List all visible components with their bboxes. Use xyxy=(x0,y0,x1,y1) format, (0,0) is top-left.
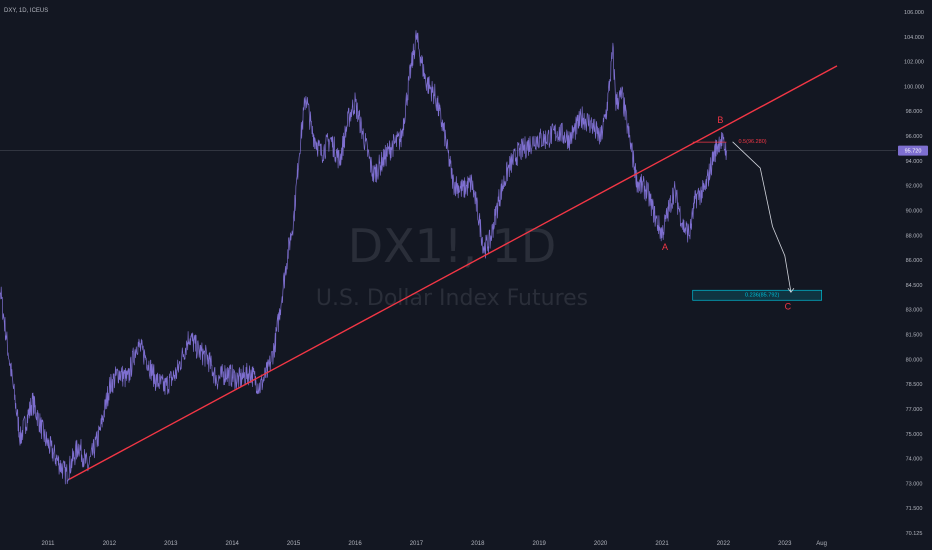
y-tick-label: 92.000 xyxy=(906,184,923,190)
y-tick-label: 96.000 xyxy=(906,134,923,140)
support-trendline[interactable] xyxy=(69,65,838,480)
current-price-label: 95.720 xyxy=(905,149,922,155)
wave-label-c: C xyxy=(785,302,792,312)
fib-target-label: 0.236(85.792) xyxy=(745,292,779,298)
current-price-badge xyxy=(898,145,928,156)
wave-label-a: A xyxy=(662,242,668,252)
y-tick-label: 100.000 xyxy=(904,84,924,90)
y-tick-label: 86.000 xyxy=(906,258,923,264)
x-tick-label: 2022 xyxy=(717,541,731,547)
x-tick-label: 2012 xyxy=(103,541,117,547)
annotation-layer[interactable]: 0.5(96.280) 0.236(85.792) A B C xyxy=(662,115,822,312)
y-tick-label: 94.000 xyxy=(906,159,923,165)
y-tick-label: 102.000 xyxy=(904,60,924,66)
x-tick-label: 2021 xyxy=(655,541,669,547)
y-tick-label: 80.000 xyxy=(906,357,923,363)
x-tick-label: 2020 xyxy=(594,541,608,547)
y-tick-label: 104.000 xyxy=(904,35,924,41)
trendline-layer[interactable] xyxy=(69,65,838,480)
y-axis-tick-labels: 106.000 104.000 102.000 100.000 98.000 96.000… xyxy=(904,10,924,537)
y-tick-label: 84.500 xyxy=(906,283,923,289)
projection-arrowhead xyxy=(787,287,795,293)
x-tick-label: 2023 xyxy=(778,541,792,547)
x-tick-label: 2017 xyxy=(410,541,424,547)
x-tick-label: 2018 xyxy=(471,541,485,547)
y-tick-label: 106.000 xyxy=(904,10,924,16)
price-series xyxy=(0,30,727,485)
x-tick-label: Aug xyxy=(816,541,827,547)
wave-label-b: B xyxy=(717,115,723,125)
y-tick-label: 75.000 xyxy=(906,432,923,438)
price-line xyxy=(0,30,727,485)
y-tick-label: 70.125 xyxy=(906,531,923,537)
x-tick-label: 2014 xyxy=(226,541,240,547)
watermark-name: U.S. Dollar Index Futures xyxy=(316,286,588,311)
projection-path[interactable] xyxy=(732,141,792,293)
y-tick-label: 90.000 xyxy=(906,208,923,214)
x-tick-label: 2011 xyxy=(42,541,56,547)
x-tick-label: 2016 xyxy=(348,541,362,547)
x-tick-label: 2013 xyxy=(164,541,178,547)
watermark-ticker: DX1!, 1D xyxy=(348,219,557,273)
y-tick-label: 71.500 xyxy=(906,506,923,512)
y-tick-label: 77.000 xyxy=(906,407,923,413)
y-tick-label: 74.000 xyxy=(906,457,923,463)
y-tick-label: 73.000 xyxy=(906,481,923,487)
y-tick-label: 88.000 xyxy=(906,233,923,239)
x-tick-label: 2019 xyxy=(533,541,547,547)
price-axis[interactable] xyxy=(896,0,932,535)
x-tick-label: 2015 xyxy=(287,541,301,547)
fib-target-box[interactable] xyxy=(692,289,822,301)
time-axis[interactable] xyxy=(0,535,932,550)
y-tick-label: 83.000 xyxy=(906,308,923,314)
y-tick-label: 81.500 xyxy=(906,333,923,339)
fib-level-label: 0.5(96.280) xyxy=(738,139,766,145)
y-tick-label: 78.500 xyxy=(906,382,923,388)
symbol-header: DXY, 1D, ICEUS xyxy=(4,8,48,14)
x-axis-tick-labels: 2011 2012 2013 2014 2015 2016 2017 2018 2019 2020… xyxy=(42,541,827,547)
y-tick-label: 98.000 xyxy=(906,109,923,115)
